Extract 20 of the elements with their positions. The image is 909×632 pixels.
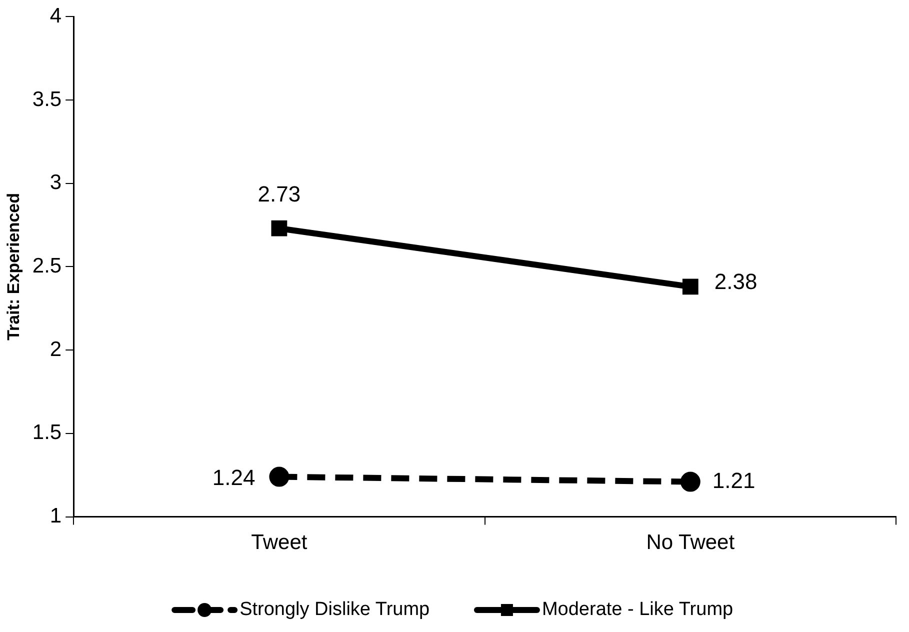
x-tick-label: No Tweet [646,531,735,554]
y-tick-label: 3.5 [32,88,62,111]
data-label: 1.21 [712,468,756,493]
y-tick-label: 1.5 [32,421,62,444]
point [271,220,288,236]
data-label: 2.73 [258,181,301,206]
y-tick-label: 4 [50,4,62,28]
y-axis-title: Trait: Experienced [4,193,23,340]
point [269,466,290,487]
y-tick-label: 1 [50,504,62,528]
point [680,472,700,492]
y-tick-label: 2 [50,338,62,361]
x-tick-label: Tweet [251,531,308,554]
y-tick-label: 2.5 [32,254,62,278]
data-label: 1.24 [212,464,256,490]
data-label: 2.38 [714,268,758,294]
point [682,278,698,295]
legend-label: Strongly Dislike Trump [240,599,430,620]
y-tick-label: 3 [50,171,62,194]
legend-label: Moderate - Like Trump [542,599,734,620]
